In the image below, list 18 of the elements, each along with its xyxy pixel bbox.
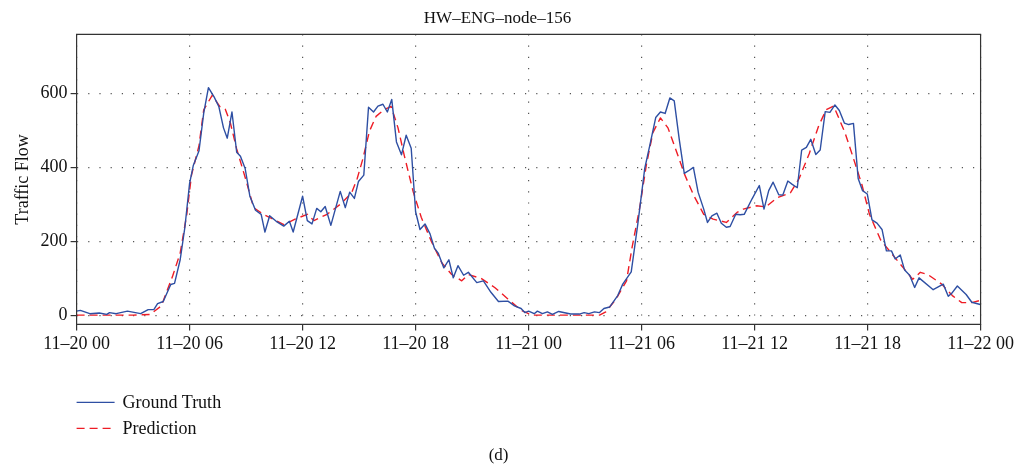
x-tick-label: 11–20 06 — [156, 332, 224, 353]
y-tick-label: 400 — [40, 156, 68, 177]
x-tick-label: 11–20 00 — [43, 332, 111, 353]
text: (d) — [488, 444, 509, 464]
y-tick-label: 0 — [58, 303, 68, 324]
x-tick-label: 11–20 18 — [382, 332, 450, 353]
legend-label: Ground Truth — [122, 392, 222, 413]
y-tick-label: 200 — [40, 230, 68, 251]
x-tick-label: 11–20 12 — [269, 332, 337, 353]
x-tick-label: 11–21 12 — [721, 332, 789, 353]
x-tick-label: 11–21 18 — [834, 332, 902, 353]
chart-title: HW–ENG–node–156 — [423, 7, 572, 27]
x-tick-label: 11–21 06 — [608, 332, 676, 353]
x-tick-label: 11–21 00 — [495, 332, 563, 353]
x-tick-label: 11–22 00 — [947, 332, 1015, 353]
y-tick-label: 600 — [40, 82, 68, 103]
legend-label: Prediction — [122, 418, 197, 439]
y-axis-title: Traffic Flow — [11, 134, 32, 225]
